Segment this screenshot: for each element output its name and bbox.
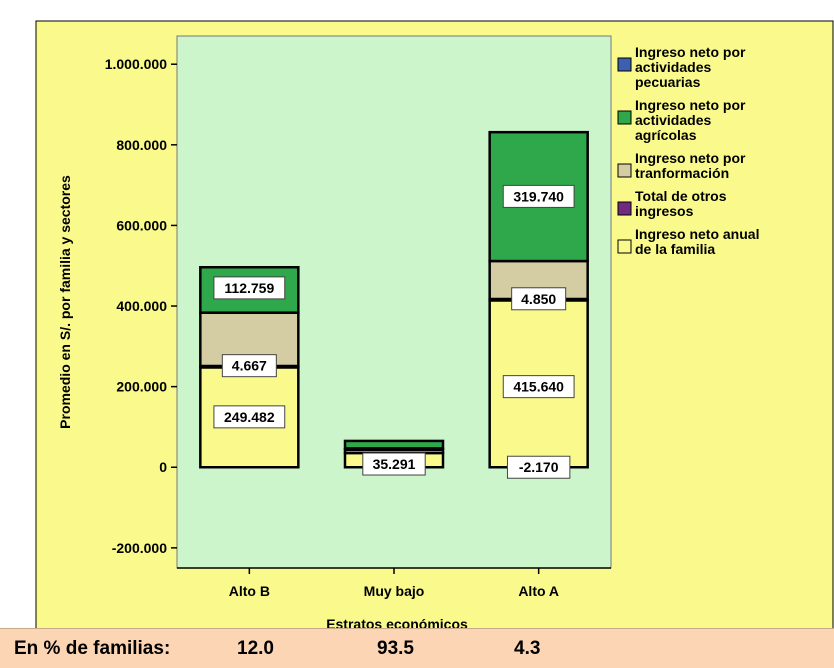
legend-label: agrícolas (635, 127, 697, 143)
legend-label: actividades (635, 112, 711, 128)
data-label-text: 112.759 (224, 280, 274, 296)
legend-label: ingresos (635, 203, 694, 219)
legend-swatch (617, 57, 632, 72)
y-axis: -200.000 0 200.000 400.000 600.000 800.000 1.0… (105, 56, 177, 556)
data-label-box (221, 354, 277, 378)
data-label-text: -2.170 (519, 459, 559, 475)
y-tick-label: 400.000 (116, 298, 167, 314)
data-label-box (511, 287, 567, 311)
data-label-text: 249.482 (224, 409, 275, 425)
x-tick-label: Alto A (518, 583, 559, 599)
legend-label: Ingreso neto por (635, 44, 746, 60)
x-tick-label: Muy bajo (364, 583, 425, 599)
footer-label: En % de familias: (14, 638, 171, 659)
legend-label: tranformación (635, 165, 729, 181)
data-label-text: 4.667 (232, 358, 267, 374)
data-label-text: 35.291 (373, 456, 416, 472)
y-tick-label: 200.000 (116, 379, 167, 395)
x-axis: Alto B Muy bajo Alto A (177, 567, 611, 599)
legend: Ingreso neto poractividadespecuariasIngr… (617, 44, 759, 257)
legend-label: actividades (635, 59, 711, 75)
legend-swatch (617, 239, 632, 254)
data-label-box (213, 276, 286, 300)
legend-label: Ingreso neto anual (635, 226, 759, 242)
legend-label: Total de otros (635, 188, 727, 204)
data-label-alto-a: 415.640 (502, 375, 575, 399)
y-tick-label: 0 (159, 459, 167, 475)
legend-swatch (617, 110, 632, 125)
data-label-alto-b: 112.759 (213, 276, 286, 300)
data-label-alto-b: 4.667 (221, 354, 277, 378)
legend-swatch (617, 201, 632, 216)
data-labels: 112.759 4.667 249.482 35.291 319.740 4.850 415… (213, 184, 575, 479)
data-label-box (213, 405, 286, 429)
data-label-text: 4.850 (521, 291, 556, 307)
footer-value-alto-b: 12.0 (237, 638, 274, 659)
footer-value-alto-a: 4.3 (514, 638, 541, 659)
y-tick-label: -200.000 (112, 540, 167, 556)
legend-label: de la familia (635, 241, 715, 257)
data-label-alto-a: 4.850 (511, 287, 567, 311)
legend-swatch (617, 163, 632, 178)
data-label-box (362, 452, 426, 476)
y-tick-label: 600.000 (116, 217, 167, 233)
data-label-alto-a: -2.170 (506, 455, 571, 479)
y-tick-label: 800.000 (116, 137, 167, 153)
x-tick-label: Alto B (229, 583, 270, 599)
data-label-box (506, 455, 571, 479)
data-label-text: 415.640 (513, 379, 564, 395)
data-label-muy-bajo: 35.291 (362, 452, 426, 476)
legend-label: Ingreso neto por (635, 150, 746, 166)
data-label-box (502, 375, 575, 399)
data-label-alto-b: 249.482 (213, 405, 286, 429)
families-percentage-footer: En % de familias: 12.0 93.5 4.3 (0, 628, 834, 668)
bars (199, 130, 589, 469)
legend-label: Ingreso neto por (635, 97, 746, 113)
legend-label: pecuarias (635, 74, 701, 90)
data-label-text: 319.740 (513, 188, 564, 204)
footer-value-muy-bajo: 93.5 (377, 638, 414, 659)
data-label-alto-a: 319.740 (502, 184, 575, 208)
y-axis-title: Promedio en S/. por familia y sectores (57, 175, 73, 429)
data-label-box (502, 184, 575, 208)
y-tick-label: 1.000.000 (105, 56, 167, 72)
